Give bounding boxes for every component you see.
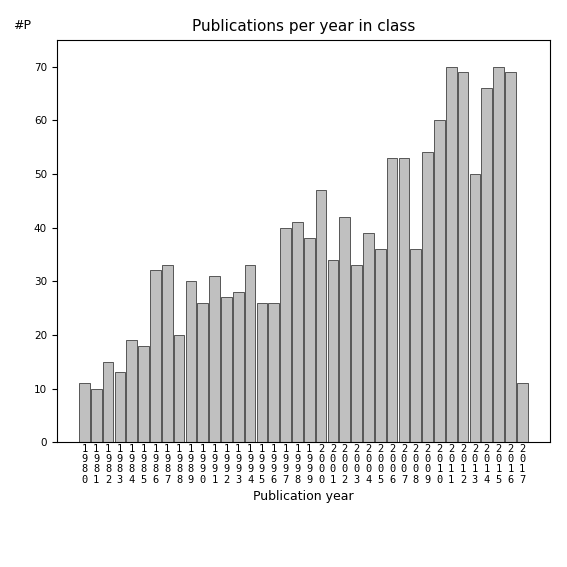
Bar	[280, 227, 291, 442]
Bar	[79, 383, 90, 442]
Bar	[411, 249, 421, 442]
Bar	[162, 265, 172, 442]
Bar	[517, 383, 527, 442]
Bar	[316, 190, 327, 442]
Bar	[233, 292, 244, 442]
Bar	[458, 72, 468, 442]
Bar	[304, 238, 315, 442]
Bar	[328, 260, 338, 442]
Bar	[185, 281, 196, 442]
Bar	[387, 158, 397, 442]
Bar	[292, 222, 303, 442]
Bar	[209, 276, 220, 442]
Bar	[150, 270, 161, 442]
Bar	[103, 362, 113, 442]
Bar	[434, 120, 445, 442]
Bar	[505, 72, 516, 442]
Bar	[221, 297, 232, 442]
Bar	[446, 66, 456, 442]
Bar	[481, 88, 492, 442]
Y-axis label: #P: #P	[13, 19, 31, 32]
Bar	[126, 340, 137, 442]
Bar	[469, 174, 480, 442]
Bar	[363, 233, 374, 442]
Bar	[138, 346, 149, 442]
Bar	[352, 265, 362, 442]
Bar	[399, 158, 409, 442]
Bar	[115, 373, 125, 442]
Bar	[197, 303, 208, 442]
Title: Publications per year in class: Publications per year in class	[192, 19, 415, 35]
Bar	[422, 153, 433, 442]
Bar	[174, 335, 184, 442]
Bar	[375, 249, 386, 442]
Bar	[268, 303, 279, 442]
X-axis label: Publication year: Publication year	[253, 490, 354, 503]
Bar	[340, 217, 350, 442]
Bar	[245, 265, 255, 442]
Bar	[257, 303, 267, 442]
Bar	[493, 66, 504, 442]
Bar	[91, 388, 101, 442]
